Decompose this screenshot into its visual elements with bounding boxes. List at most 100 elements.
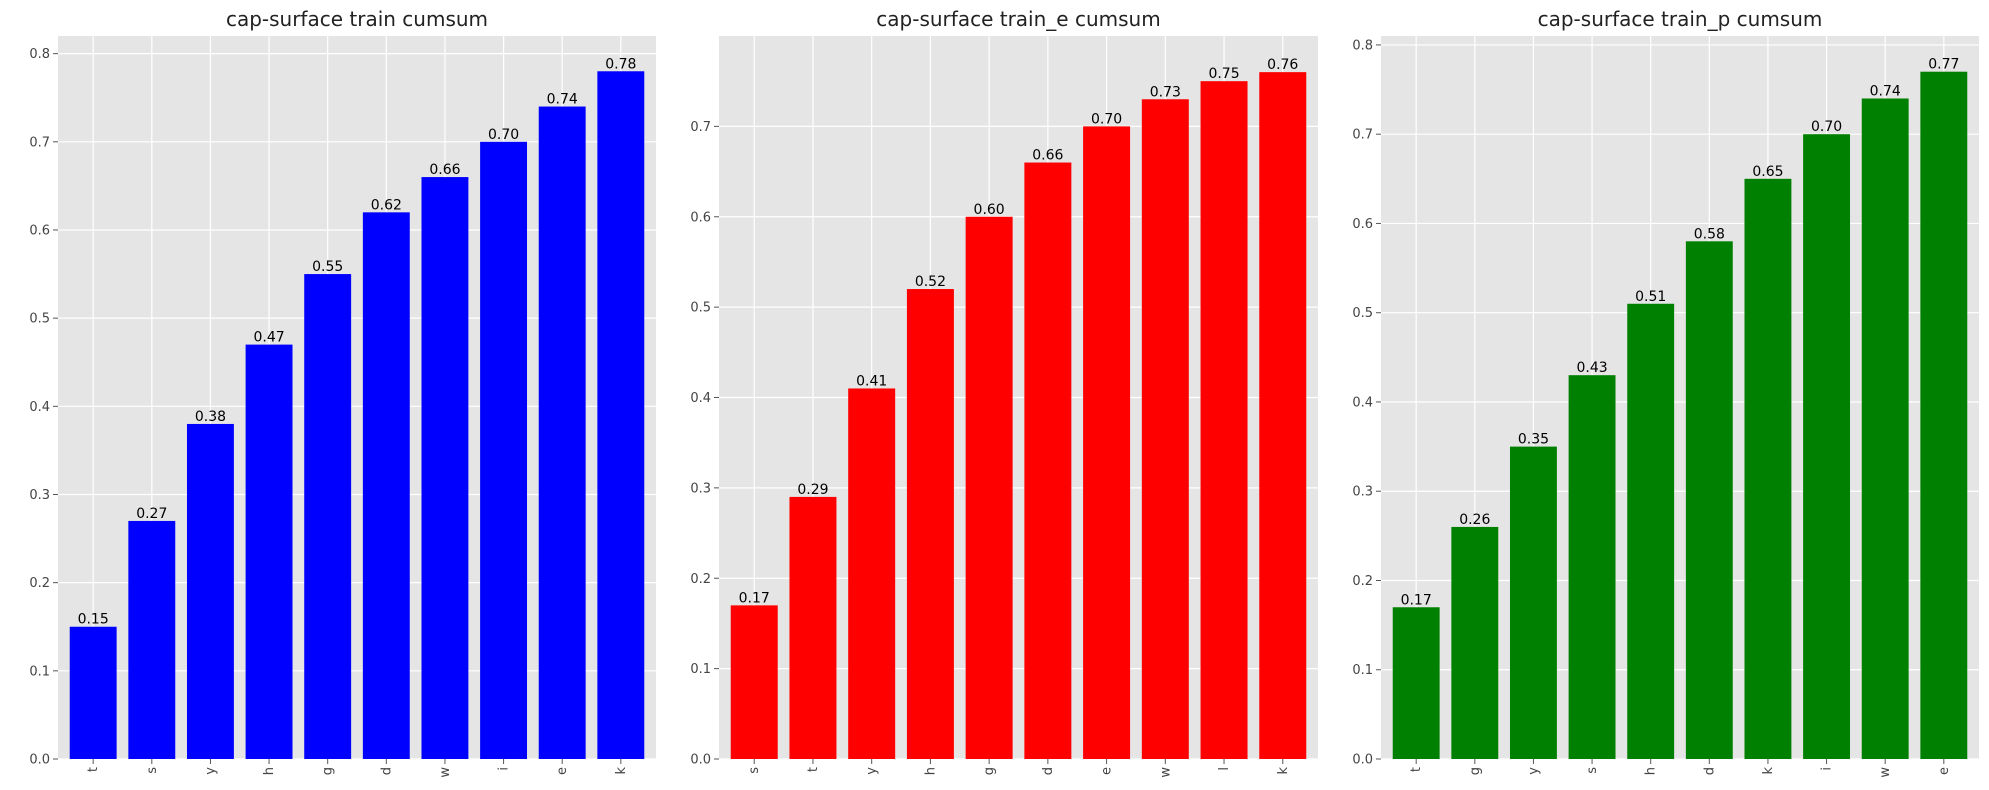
chart-panel-3: 0.0 0.1 0.2 0.3 0.4 0.5 0.6 0.7 0.8 0.17 t 0.26 g 0.3…	[1352, 7, 1979, 778]
x-tick-label: w	[1158, 767, 1173, 778]
bar-y	[186, 423, 234, 759]
y-tick-label: 0.2	[29, 576, 50, 591]
bar-e	[1083, 126, 1131, 759]
bar-g	[965, 216, 1013, 759]
bar-value-label: 0.78	[605, 56, 636, 72]
y-tick-label: 0.4	[690, 391, 711, 406]
bar-t	[69, 626, 117, 759]
bar-value-label: 0.66	[1032, 148, 1063, 164]
bar-value-label: 0.51	[1635, 289, 1666, 305]
y-tick-label: 0.6	[690, 210, 711, 225]
y-tick-label: 0.0	[29, 753, 50, 768]
bar-value-label: 0.74	[547, 92, 578, 108]
y-tick-label: 0.1	[29, 664, 50, 679]
y-tick-label: 0.4	[1352, 395, 1373, 410]
y-tick-label: 0.6	[29, 223, 50, 238]
x-tick-label: d	[1702, 767, 1717, 775]
bar-d	[362, 212, 410, 760]
y-tick-label: 0.8	[29, 47, 50, 62]
bar-k	[597, 71, 645, 759]
bar-value-label: 0.35	[1518, 432, 1549, 448]
bar-e	[1920, 71, 1968, 759]
bar-k	[1259, 72, 1307, 759]
x-tick-label: t	[1409, 767, 1424, 772]
y-tick-label: 0.5	[29, 312, 50, 327]
bar-s	[730, 605, 778, 759]
y-tick-label: 0.0	[690, 753, 711, 768]
bar-g	[1451, 526, 1499, 759]
bar-value-label: 0.58	[1694, 226, 1725, 242]
chart-panel-2: 0.0 0.1 0.2 0.3 0.4 0.5 0.6 0.7 0.17 s 0.29 t 0.41 y 0…	[690, 7, 1318, 778]
x-tick-label: t	[806, 767, 821, 772]
x-tick-label: k	[1276, 767, 1291, 775]
chart-title: cap-surface train_e cumsum	[876, 7, 1160, 31]
bar-t	[1392, 607, 1440, 759]
x-tick-label: y	[1526, 767, 1541, 775]
bar-value-label: 0.70	[1811, 119, 1842, 135]
y-tick-label: 0.7	[1352, 128, 1373, 143]
x-tick-label: e	[1100, 767, 1115, 775]
y-tick-label: 0.7	[29, 135, 50, 150]
bar-w	[421, 177, 469, 759]
bar-i	[480, 141, 528, 759]
y-tick-label: 0.8	[1352, 38, 1373, 53]
x-tick-label: k	[1761, 767, 1776, 775]
x-tick-label: s	[747, 767, 762, 774]
bar-value-label: 0.27	[136, 506, 167, 522]
bar-value-label: 0.76	[1267, 57, 1298, 73]
y-tick-label: 0.1	[1352, 663, 1373, 678]
bar-value-label: 0.60	[974, 202, 1005, 218]
bar-value-label: 0.75	[1208, 66, 1239, 82]
x-tick-label: i	[1820, 767, 1835, 771]
x-tick-label: s	[1585, 767, 1600, 774]
y-tick-label: 0.6	[1352, 217, 1373, 232]
x-tick-label: h	[923, 767, 938, 775]
y-tick-label: 0.2	[690, 572, 711, 587]
bar-d	[1024, 162, 1072, 759]
x-tick-label: d	[1041, 767, 1056, 775]
bar-value-label: 0.66	[429, 162, 460, 178]
bar-value-label: 0.65	[1752, 164, 1783, 180]
bar-w	[1861, 98, 1909, 759]
x-tick-label: i	[497, 767, 512, 771]
bar-value-label: 0.77	[1928, 57, 1959, 73]
bar-h	[906, 289, 954, 759]
bar-l	[1200, 81, 1248, 759]
y-tick-label: 0.1	[690, 662, 711, 677]
bar-value-label: 0.70	[1091, 111, 1122, 127]
bar-value-label: 0.73	[1150, 84, 1181, 100]
bar-w	[1141, 99, 1189, 759]
y-tick-label: 0.0	[1352, 753, 1373, 768]
chart-title: cap-surface train_p cumsum	[1538, 7, 1823, 31]
bar-s	[1568, 375, 1616, 759]
bar-y	[848, 388, 896, 759]
x-tick-label: k	[614, 767, 629, 775]
y-tick-label: 0.3	[1352, 485, 1373, 500]
x-tick-label: s	[145, 767, 160, 774]
chart-title: cap-surface train cumsum	[226, 7, 488, 31]
bar-value-label: 0.15	[78, 612, 109, 628]
bar-value-label: 0.17	[739, 590, 770, 606]
x-tick-label: g	[982, 767, 997, 775]
bar-value-label: 0.38	[195, 409, 226, 425]
bar-y	[1509, 446, 1557, 759]
bar-g	[304, 274, 352, 759]
x-tick-label: w	[1878, 767, 1893, 778]
x-tick-label: e	[555, 767, 570, 775]
x-tick-label: g	[321, 767, 336, 775]
x-tick-label: h	[262, 767, 277, 775]
bar-value-label: 0.62	[371, 197, 402, 213]
bar-d	[1685, 241, 1733, 760]
x-tick-label: g	[1468, 767, 1483, 775]
x-tick-label: e	[1937, 767, 1952, 775]
chart-panel-1: 0.0 0.1 0.2 0.3 0.4 0.5 0.6 0.7 0.8 0.15 t 0.27 s 0.3…	[29, 7, 656, 778]
y-tick-label: 0.3	[29, 488, 50, 503]
bar-t	[789, 496, 837, 759]
x-tick-label: w	[438, 767, 453, 778]
x-tick-label: d	[379, 767, 394, 775]
bar-h	[1627, 303, 1675, 759]
bar-e	[538, 106, 586, 760]
bar-value-label: 0.29	[797, 482, 828, 498]
x-tick-label: y	[203, 767, 218, 775]
